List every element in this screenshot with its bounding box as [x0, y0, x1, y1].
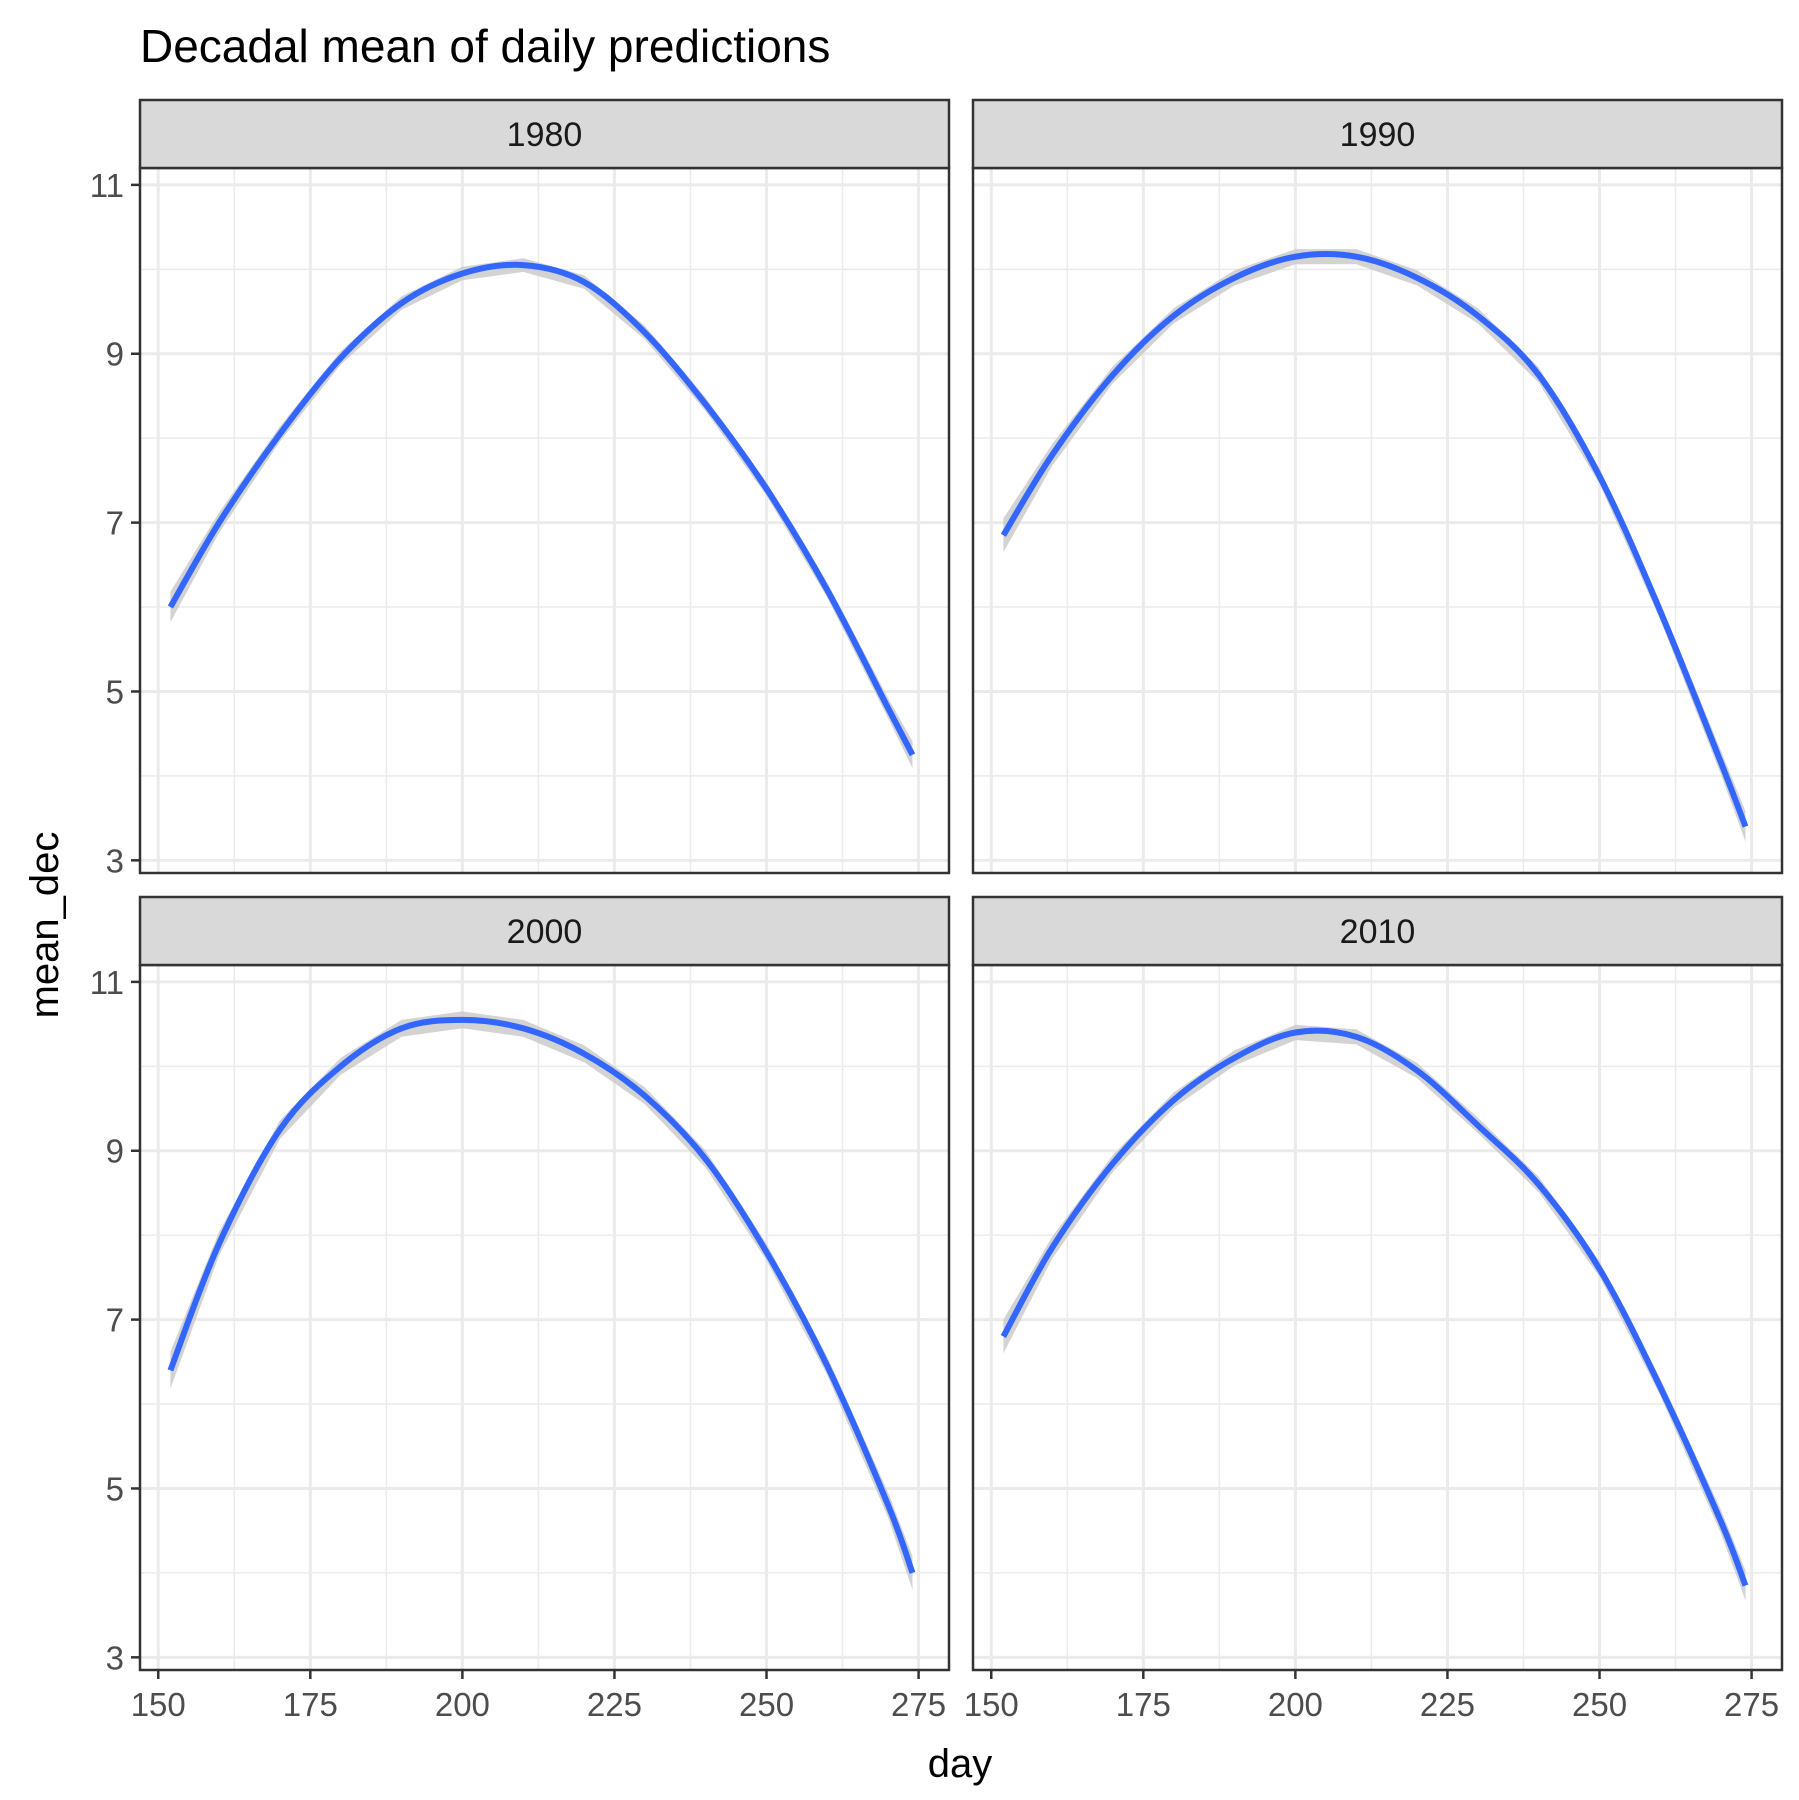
chart-title: Decadal mean of daily predictions	[140, 20, 830, 72]
series-line-2010	[1000, 1027, 1749, 1587]
facet-strip-label: 2010	[1340, 913, 1416, 951]
y-tick-label: 11	[90, 167, 124, 204]
series-line-1980	[167, 261, 916, 757]
x-tick-label: 250	[739, 1686, 794, 1723]
series-line-1990	[1000, 251, 1749, 828]
panel-background	[140, 965, 949, 1670]
y-tick-label: 5	[106, 673, 124, 710]
x-tick-label: 225	[587, 1686, 642, 1723]
x-tick-label: 225	[1420, 1686, 1475, 1723]
y-tick-label: 9	[106, 1133, 124, 1170]
x-tick-label: 175	[283, 1686, 338, 1723]
panel-background	[973, 965, 1782, 1670]
facet-panel-1990: 1990	[971, 98, 1784, 875]
facet-strip	[971, 895, 1784, 967]
x-tick-label: 250	[1572, 1686, 1627, 1723]
y-axis-title: mean_dec	[23, 832, 67, 1019]
panel-background	[973, 168, 1782, 873]
x-tick-label: 175	[1116, 1686, 1171, 1723]
facet-strip	[138, 98, 951, 170]
x-tick-label: 200	[435, 1686, 490, 1723]
x-tick-label: 275	[1724, 1686, 1779, 1723]
y-tick-label: 3	[106, 1639, 124, 1676]
y-tick-label: 3	[106, 842, 124, 879]
facet-strip	[138, 895, 951, 967]
x-tick-label: 200	[1268, 1686, 1323, 1723]
x-tick-label: 150	[131, 1686, 186, 1723]
series-line-2000	[167, 1016, 916, 1574]
x-axis-title: day	[928, 1742, 993, 1786]
facet-strip-label: 2000	[507, 913, 583, 951]
y-tick-label: 7	[106, 1302, 124, 1339]
facet-strip-label: 1990	[1340, 116, 1416, 154]
facet-panel-1980: 1980 3 5 7 9 11	[90, 98, 951, 879]
y-tick-label: 11	[90, 964, 124, 1001]
facet-panel-2000: 2000 3 5 7 9 11 150 175 200 225 250 275	[90, 895, 951, 1723]
y-tick-label: 5	[106, 1470, 124, 1507]
facet-strip	[971, 98, 1784, 170]
facet-panel-2010: 2010 150 175 200 225 250 275	[964, 895, 1784, 1723]
panel-background	[140, 168, 949, 873]
x-tick-label: 150	[964, 1686, 1019, 1723]
facet-strip-label: 1980	[507, 116, 583, 154]
y-tick-label: 7	[106, 505, 124, 542]
x-tick-label: 275	[891, 1686, 946, 1723]
y-tick-label: 9	[106, 336, 124, 373]
